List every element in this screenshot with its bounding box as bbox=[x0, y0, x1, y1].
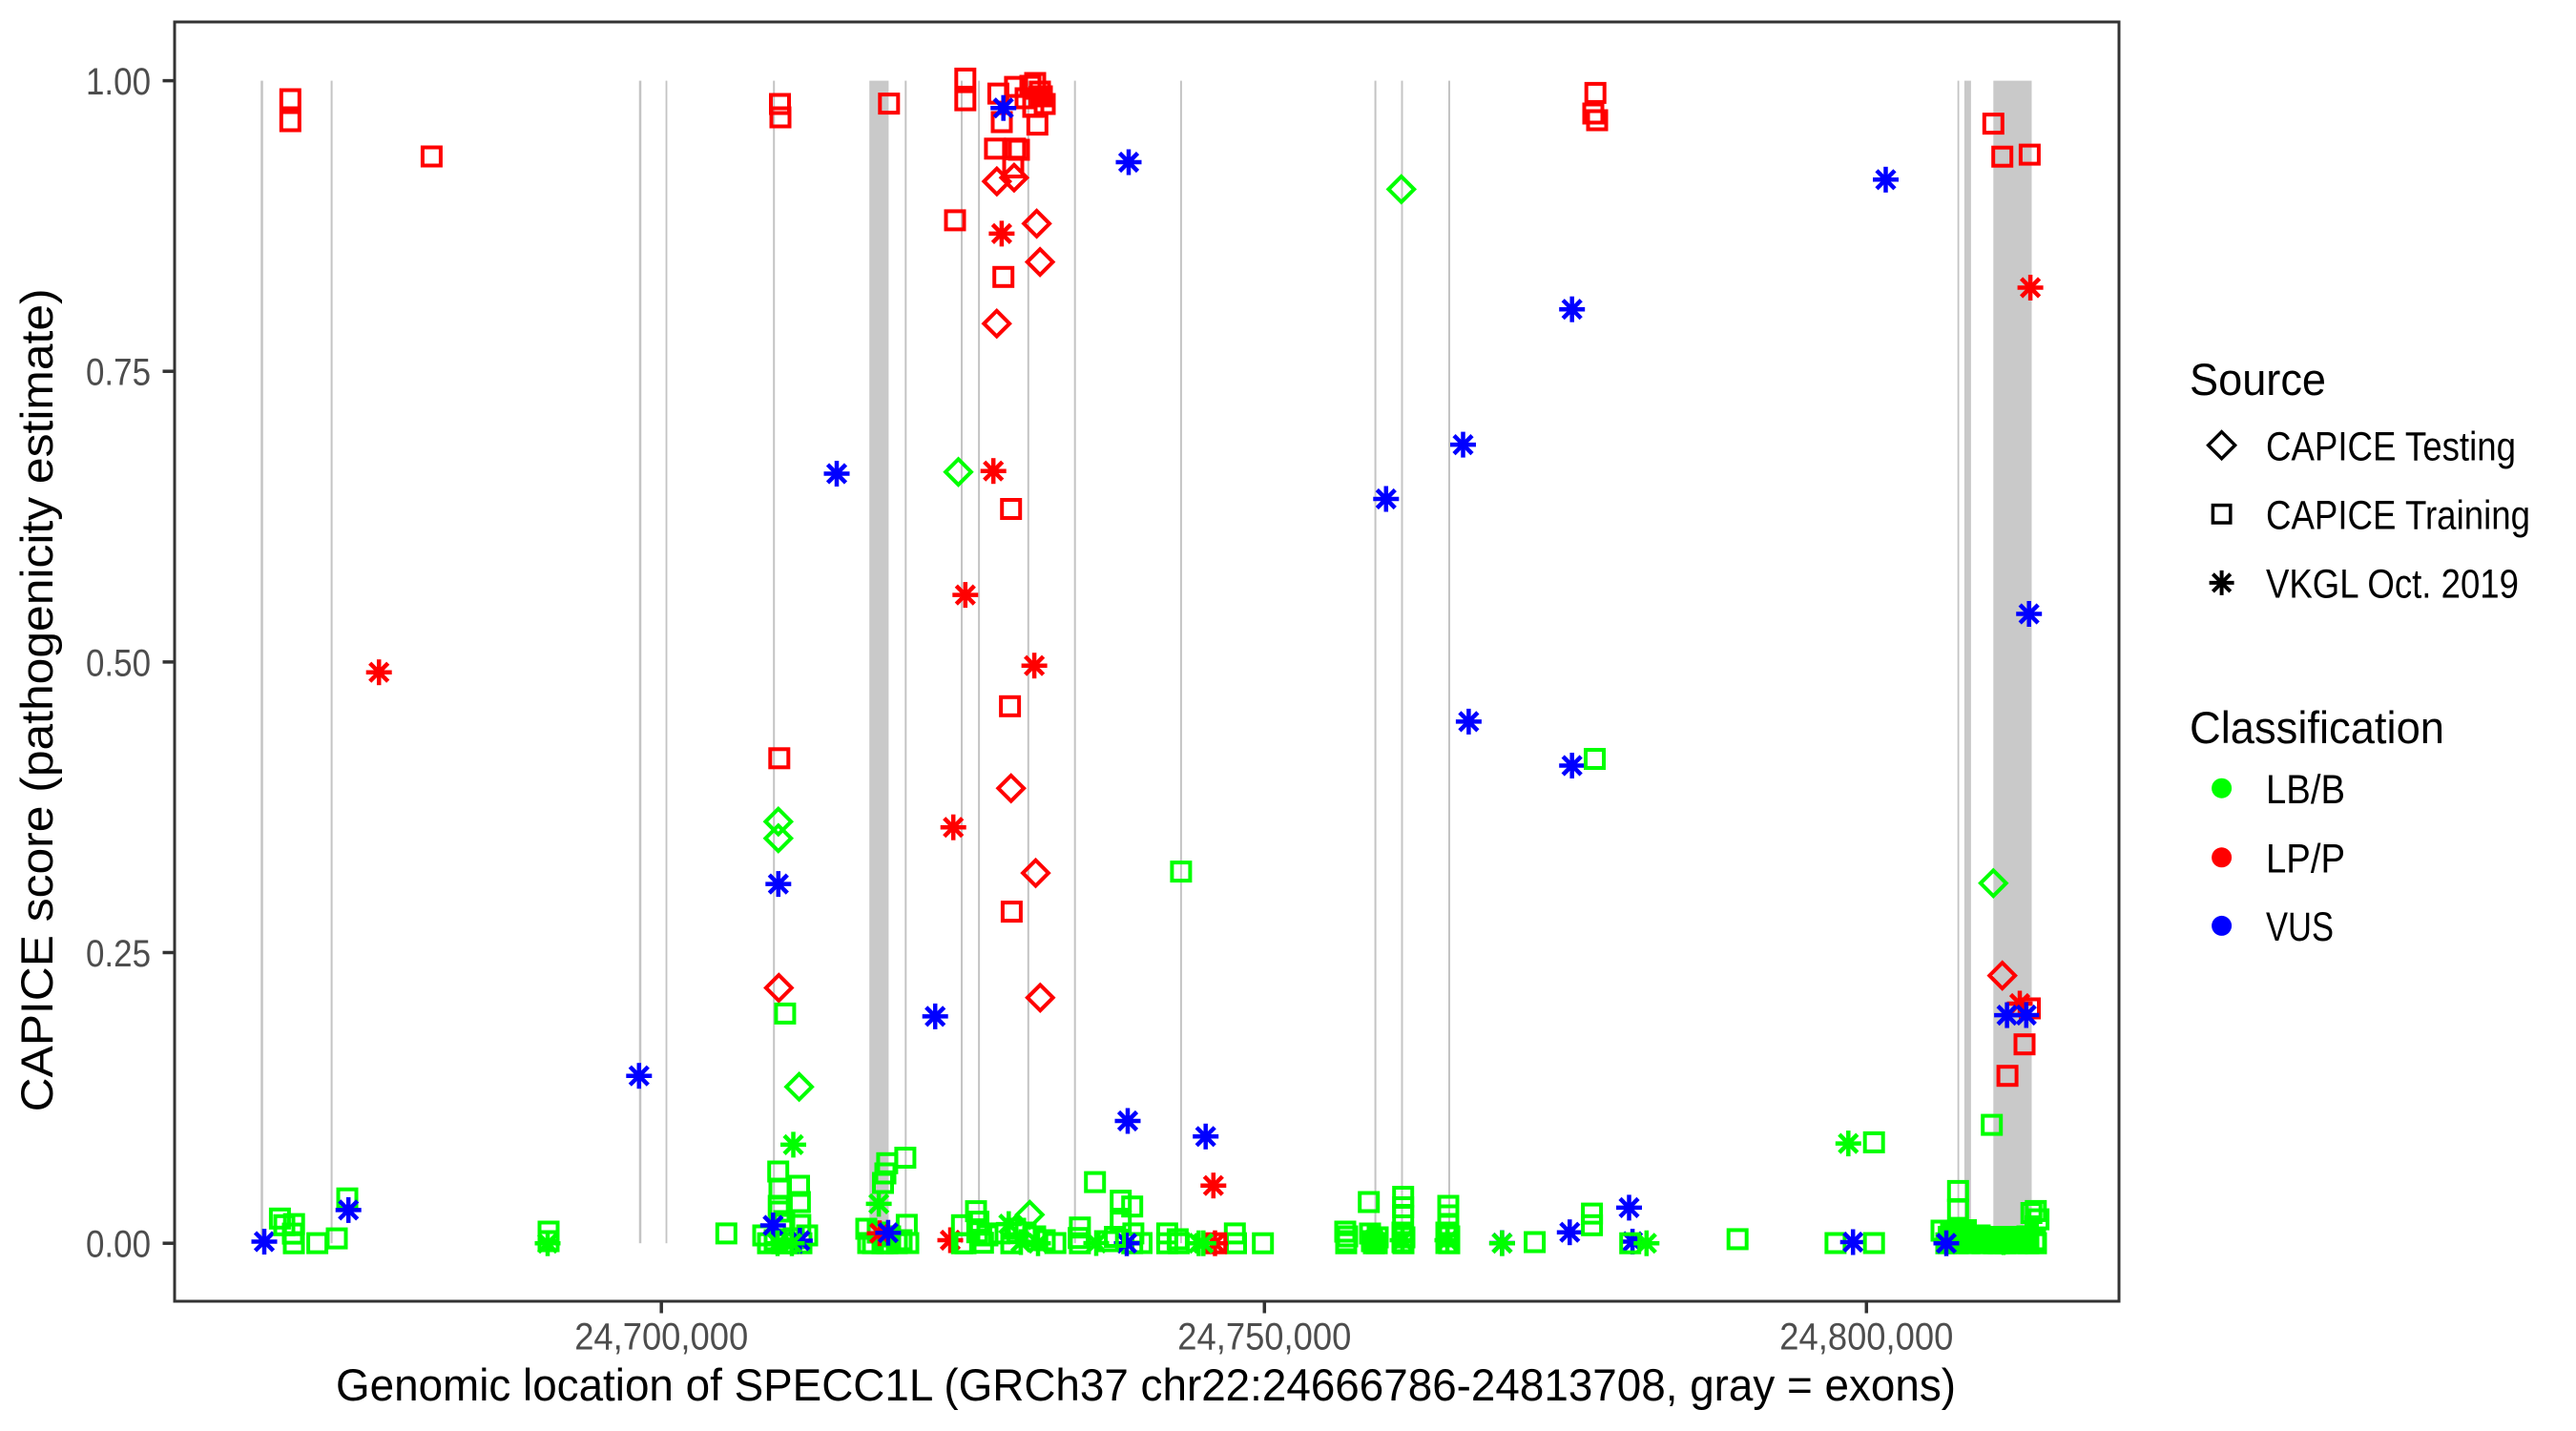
svg-text:24,800,000: 24,800,000 bbox=[1779, 1317, 1953, 1358]
svg-text:24,700,000: 24,700,000 bbox=[574, 1317, 748, 1358]
svg-text:24,750,000: 24,750,000 bbox=[1177, 1317, 1351, 1358]
svg-text:CAPICE Training: CAPICE Training bbox=[2266, 492, 2530, 538]
svg-text:0.50: 0.50 bbox=[86, 642, 151, 684]
svg-text:VKGL Oct. 2019: VKGL Oct. 2019 bbox=[2266, 562, 2519, 608]
svg-text:LP/P: LP/P bbox=[2266, 836, 2345, 881]
svg-text:0.75: 0.75 bbox=[86, 352, 151, 394]
svg-text:0.00: 0.00 bbox=[86, 1224, 151, 1266]
svg-text:CAPICE score (pathogenicity es: CAPICE score (pathogenicity estimate) bbox=[11, 288, 62, 1111]
svg-text:Genomic location of SPECC1L (G: Genomic location of SPECC1L (GRCh37 chr2… bbox=[336, 1359, 1956, 1410]
svg-text:Source: Source bbox=[2190, 354, 2326, 404]
svg-text:CAPICE Testing: CAPICE Testing bbox=[2266, 424, 2516, 469]
svg-text:LB/B: LB/B bbox=[2266, 767, 2345, 813]
svg-text:VUS: VUS bbox=[2266, 904, 2334, 950]
svg-text:Classification: Classification bbox=[2190, 702, 2444, 753]
svg-text:0.25: 0.25 bbox=[86, 933, 151, 975]
svg-text:1.00: 1.00 bbox=[86, 61, 151, 103]
